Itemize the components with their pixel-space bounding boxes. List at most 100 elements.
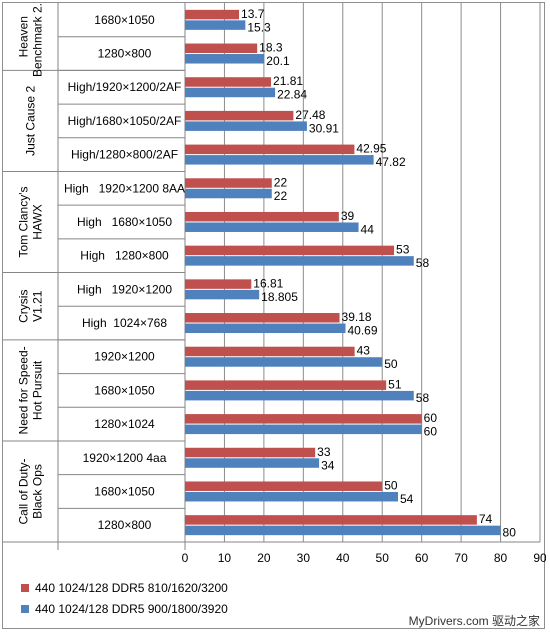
category-label-3: High/1680×1050/2AF <box>68 114 182 128</box>
data-label-series-1-7: 53 <box>396 243 410 257</box>
bar-series-1-14 <box>185 481 383 491</box>
category-label-1: 1280×800 <box>98 47 152 61</box>
bar-series-2-10 <box>185 357 383 367</box>
data-label-series-2-5: 22 <box>274 189 288 203</box>
bar-series-2-4 <box>185 155 374 165</box>
category-label-5: High 1920×1200 8AA <box>64 181 185 195</box>
bar-series-1-11 <box>185 380 387 390</box>
bar-series-1-8 <box>185 279 252 289</box>
x-tick-label-9: 90 <box>533 551 546 565</box>
legend-item-series-1: 440 1024/128 DDR5 810/1620/3200 <box>21 581 228 595</box>
data-label-series-1-3: 27.48 <box>295 108 325 122</box>
group-label-1-line-0: Just Cause 2 <box>24 86 38 156</box>
data-label-series-2-3: 30.91 <box>309 121 339 135</box>
bar-series-2-13 <box>185 458 320 468</box>
x-tick-label-0: 0 <box>182 551 189 565</box>
bar-series-2-3 <box>185 121 307 131</box>
data-label-series-1-10: 43 <box>357 344 371 358</box>
bar-series-2-5 <box>185 188 272 199</box>
data-label-series-1-13: 33 <box>317 445 331 459</box>
x-tick-label-6: 60 <box>415 551 429 565</box>
bar-chart: 0 10 20 30 40 50 60 70 80 90 13.715.3 1680×1050 18.3… <box>3 3 546 565</box>
data-label-series-2-8: 18.805 <box>261 290 298 304</box>
data-label-series-2-4: 47.82 <box>376 155 406 169</box>
category-label-2: High/1920×1200/2AF <box>68 80 182 94</box>
bar-series-1-10 <box>185 346 355 357</box>
data-label-series-2-2: 22.84 <box>277 88 307 102</box>
data-label-series-2-10: 50 <box>384 357 398 371</box>
bar-series-2-14 <box>185 491 398 502</box>
data-label-series-1-4: 42.95 <box>356 142 386 156</box>
bar-series-2-6 <box>185 222 359 232</box>
x-tick-label-4: 40 <box>336 551 350 565</box>
bar-series-1-15 <box>185 515 477 525</box>
category-label-8: High 1920×1200 <box>77 282 172 296</box>
bar-series-1-4 <box>185 144 355 155</box>
x-tick-label-1: 10 <box>218 551 232 565</box>
data-label-series-1-1: 18.3 <box>259 41 283 55</box>
bar-series-2-12 <box>185 424 422 435</box>
data-label-series-2-7: 58 <box>416 256 430 270</box>
bar-series-2-15 <box>185 525 501 536</box>
data-label-series-2-11: 58 <box>416 391 430 405</box>
bar-series-2-8 <box>185 289 260 300</box>
data-label-series-1-15: 74 <box>479 512 493 526</box>
legend-swatch-series-1 <box>21 584 29 592</box>
watermark: MyDrivers.com 驱动之家 <box>408 614 540 628</box>
data-label-series-1-2: 21.81 <box>273 74 303 88</box>
chart-frame: 0 10 20 30 40 50 60 70 80 90 13.7 15.3 1680×1050 18.3… <box>2 2 546 629</box>
bar-series-1-13 <box>185 447 316 458</box>
legend-label-series-2: 440 1024/128 DDR5 900/1800/3920 <box>35 602 228 616</box>
category-label-11: 1680×1050 <box>94 383 155 397</box>
bar-series-1-1 <box>185 43 258 54</box>
category-label-10: 1920×1200 <box>94 350 155 364</box>
category-label-6: High 1680×1050 <box>77 215 172 229</box>
data-label-series-2-6: 44 <box>361 222 375 236</box>
data-label-series-2-14: 54 <box>400 492 414 506</box>
category-label-14: 1680×1050 <box>94 484 155 498</box>
group-label-3-line-0: Crysis <box>17 290 31 323</box>
bar-series-1-0 <box>185 9 240 20</box>
category-label-4: High/1280×800/2AF <box>71 148 178 162</box>
data-label-series-1-12: 60 <box>424 411 438 425</box>
x-tick-label-5: 50 <box>376 551 390 565</box>
data-label-series-1-9: 39.18 <box>342 310 372 324</box>
bar-series-1-12 <box>185 414 422 424</box>
data-label-series-2-1: 20.1 <box>266 54 290 68</box>
group-label-2-line-1: HAWX <box>31 204 45 240</box>
group-label-5-line-1: Black Ops <box>31 464 45 519</box>
data-label-series-2-9: 40.69 <box>347 324 377 338</box>
data-label-series-1-6: 39 <box>341 209 355 223</box>
category-label-9: High 1024×768 <box>82 316 167 330</box>
category-label-15: 1280×800 <box>98 518 152 532</box>
data-label-series-2-13: 34 <box>321 458 335 472</box>
category-label-0: 1680×1050 <box>94 13 155 27</box>
bar-series-2-9 <box>185 323 346 334</box>
legend-item-series-2: 440 1024/128 DDR5 900/1800/3920 <box>21 602 228 616</box>
bar-series-2-7 <box>185 256 414 266</box>
group-label-4-line-0: Need for Speed- <box>17 346 31 434</box>
group-label-2-line-0: Tom Clancy's <box>17 186 31 257</box>
group-label-4-line-1: Hot Pursuit <box>31 360 45 420</box>
bar-series-1-5 <box>185 178 272 188</box>
data-label-series-2-15: 80 <box>503 526 517 540</box>
x-tick-label-7: 70 <box>454 551 468 565</box>
x-tick-label-8: 80 <box>494 551 508 565</box>
category-label-7: High 1280×800 <box>80 249 169 263</box>
data-label-series-1-5: 22 <box>274 175 288 189</box>
bar-series-2-2 <box>185 87 276 98</box>
bar-series-2-0 <box>185 20 246 30</box>
bar-series-1-7 <box>185 245 395 256</box>
bar-series-1-3 <box>185 110 294 121</box>
category-label-12: 1280×1024 <box>94 417 155 431</box>
x-tick-label-2: 20 <box>257 551 271 565</box>
category-label-13: 1920×1200 4aa <box>83 451 167 465</box>
bar-series-2-1 <box>185 54 265 64</box>
data-label-series-2-0: 15.3 <box>247 20 271 34</box>
data-label-series-1-14: 50 <box>384 478 398 492</box>
data-label-series-2-12: 60 <box>424 425 438 439</box>
group-label-5-line-0: Call of Duty- <box>17 458 31 524</box>
bar-series-2-11 <box>185 390 414 401</box>
bar-series-1-2 <box>185 77 272 87</box>
group-label-0-line-0: Heaven <box>17 16 31 57</box>
